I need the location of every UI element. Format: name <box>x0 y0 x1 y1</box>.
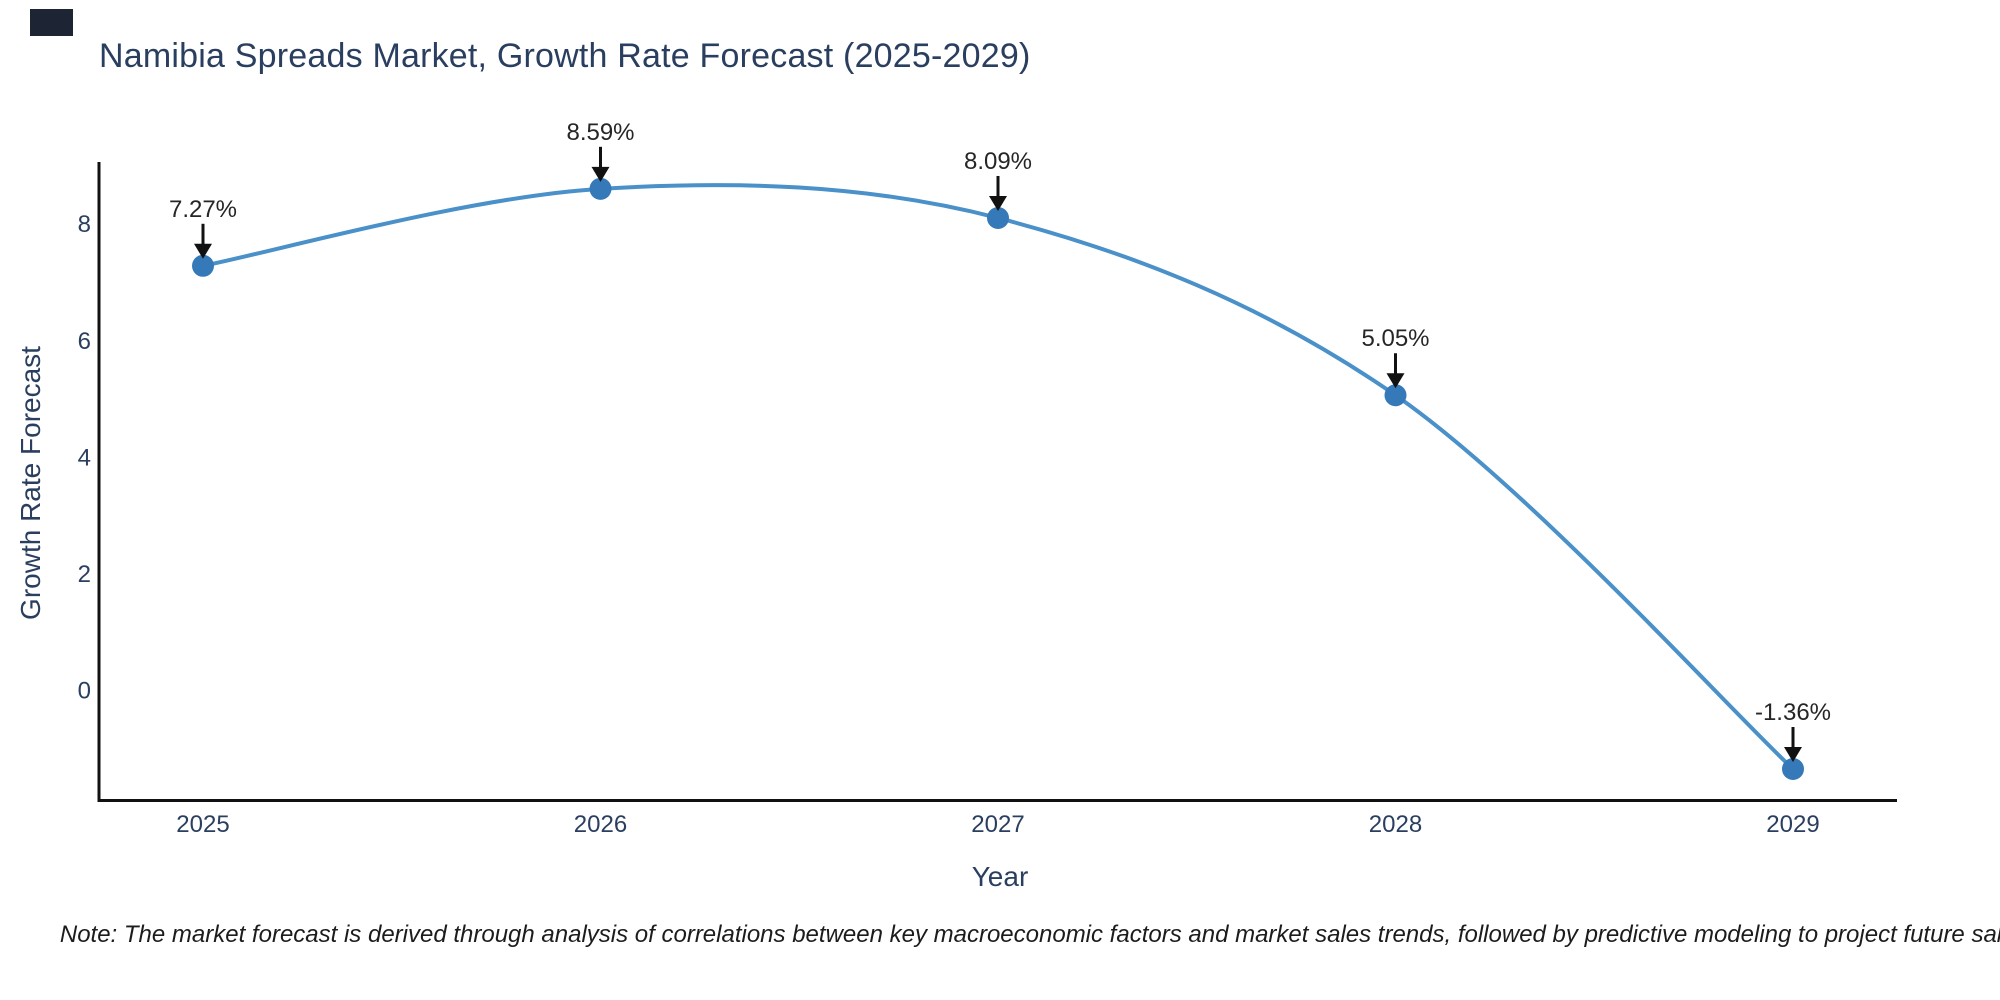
forecast-line <box>201 183 1795 772</box>
footnote-text: Note: The market forecast is derived thr… <box>59 921 2000 948</box>
data-point-marker <box>192 254 214 277</box>
x-tick-label: 2025 <box>176 811 229 838</box>
x-tick-label: 2029 <box>1766 811 1819 838</box>
x-tick-label: 2028 <box>1369 811 1422 838</box>
data-point-marker <box>1384 384 1407 407</box>
annotation-arrow-head <box>989 195 1007 211</box>
dark-corner-artifact <box>30 9 73 36</box>
data-point-value-label: 8.59% <box>566 119 634 146</box>
data-point-value-label: -1.36% <box>1755 699 1831 726</box>
data-point-value-label: 7.27% <box>169 196 237 223</box>
y-tick-label: 4 <box>78 444 91 471</box>
annotation-arrow-head <box>591 166 610 182</box>
x-tick-label: 2027 <box>971 811 1024 838</box>
x-axis-title: Year <box>971 861 1029 892</box>
data-point-marker <box>1782 758 1804 781</box>
data-point-value-label: 8.09% <box>964 148 1032 175</box>
data-point-marker <box>987 206 1009 229</box>
y-tick-label: 0 <box>78 678 91 705</box>
y-tick-label: 2 <box>78 561 91 588</box>
y-tick-label: 8 <box>78 211 91 238</box>
annotation-arrow-head <box>1386 373 1405 389</box>
x-tick-label: 2026 <box>574 811 627 838</box>
y-tick-label: 6 <box>78 328 91 355</box>
chart-title: Namibia Spreads Market, Growth Rate Fore… <box>99 37 1031 75</box>
data-point-value-label: 5.05% <box>1361 325 1429 352</box>
annotation-arrow-head <box>194 243 212 259</box>
data-point-marker <box>589 177 612 200</box>
annotation-arrow-head <box>1784 747 1802 763</box>
